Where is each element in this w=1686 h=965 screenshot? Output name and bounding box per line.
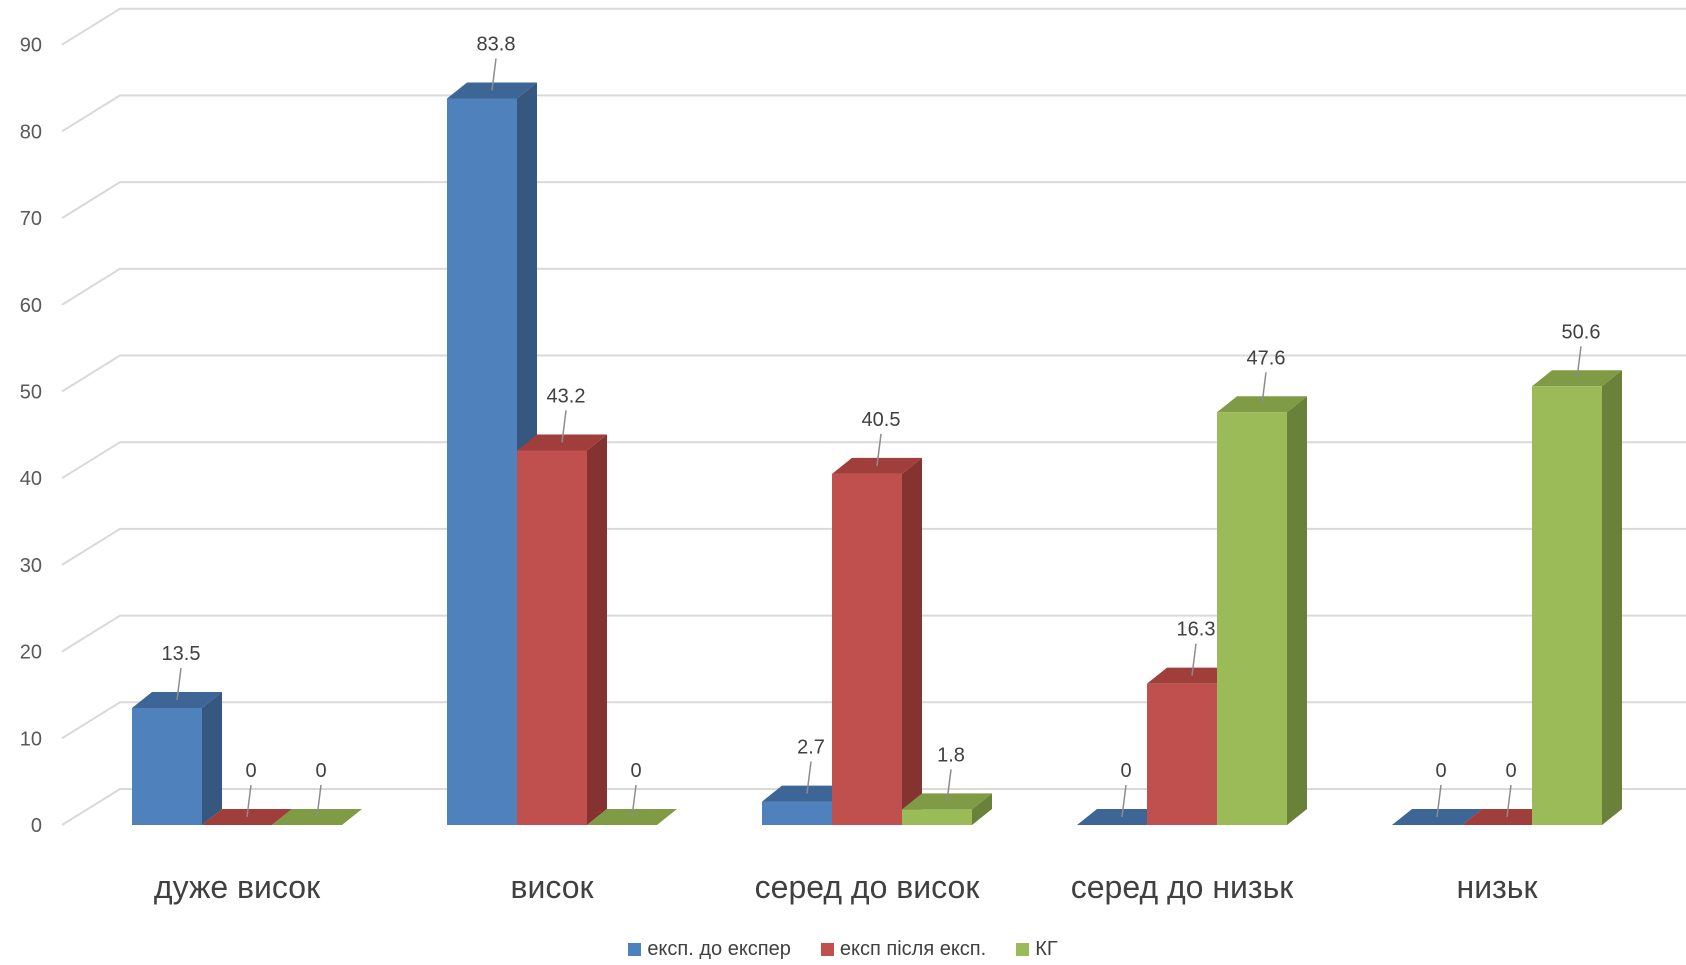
data-label: 2.7 (797, 737, 825, 759)
category-label: висок (510, 869, 594, 905)
bar-front (1217, 412, 1287, 825)
y-tick-label: 20 (20, 642, 42, 664)
data-label-leader (946, 769, 952, 802)
bar-side (902, 457, 922, 825)
data-label: 0 (1120, 760, 1131, 782)
data-label: 1.8 (937, 744, 965, 766)
category-label: серед до висок (755, 869, 981, 905)
y-tick-label: 50 (20, 382, 42, 404)
bar-side (972, 793, 992, 825)
gridline (61, 7, 1686, 46)
data-label-leader (1121, 784, 1127, 818)
data-label-leader (1436, 784, 1442, 818)
legend-swatch-series-3 (1016, 943, 1030, 956)
data-label: 40.5 (862, 409, 901, 431)
legend: експ. до експер експ після експ. КГ (0, 938, 1686, 961)
category-label: дуже висок (154, 869, 321, 905)
bar-front (902, 809, 972, 825)
data-label-leader (176, 667, 182, 701)
data-label: 50.6 (1562, 321, 1601, 343)
y-tick-label: 60 (20, 295, 42, 317)
bar-chart: 0 10 20 30 40 50 60 70 80 90 дуже висок висок серед… (20, 7, 1686, 905)
legend-swatch-series-1 (628, 943, 642, 956)
bar-front (447, 98, 517, 826)
category-label: низьк (1457, 869, 1539, 905)
y-tick-label: 0 (31, 815, 42, 837)
bar-side (1287, 396, 1307, 825)
legend-item-series-3: КГ (1016, 938, 1058, 961)
gridline (61, 94, 1686, 133)
legend-label-series-2: експ після експ. (839, 938, 987, 960)
data-label: 0 (630, 760, 641, 782)
bars (132, 82, 1622, 826)
data-label-leader (1506, 784, 1512, 818)
legend-label-series-1: експ. до експер (647, 938, 791, 960)
category-labels: дуже висок висок серед до висок серед до ни… (154, 869, 1539, 905)
bar-front (1147, 683, 1217, 825)
data-labels: 13.5 0 0 83.8 43.2 0 2.7 40.5 1.8 0 16.3 47.6 0 0 50.6 (162, 33, 1601, 818)
bar-side (1602, 370, 1622, 825)
bar-front (832, 473, 902, 825)
y-axis-ticks: 0 10 20 30 40 50 60 70 80 90 (20, 35, 42, 837)
bar-side (587, 434, 607, 825)
data-label-leader (1191, 643, 1197, 676)
y-tick-label: 40 (20, 468, 42, 490)
gridline (61, 181, 1686, 219)
gridline (61, 614, 1686, 653)
data-label-leader (316, 784, 322, 818)
category-label: серед до низьк (1071, 869, 1295, 905)
y-tick-label: 10 (20, 728, 42, 750)
bar-side (202, 691, 222, 825)
y-tick-label: 90 (20, 35, 42, 57)
gridline (61, 527, 1686, 566)
data-label: 0 (1435, 760, 1446, 782)
data-label-leader (561, 410, 567, 443)
data-label: 16.3 (1177, 619, 1216, 641)
data-label: 83.8 (477, 33, 516, 55)
legend-label-series-3: КГ (1035, 938, 1058, 960)
data-label-leader (491, 58, 497, 91)
bar-front (517, 450, 587, 825)
data-label: 0 (315, 760, 326, 782)
data-label-leader (1261, 372, 1267, 405)
data-label-leader (876, 433, 882, 466)
bar-front (762, 801, 832, 825)
y-tick-label: 30 (20, 555, 42, 577)
bar (132, 691, 222, 825)
gridline (61, 267, 1686, 306)
legend-item-series-1: експ. до експер (628, 938, 791, 961)
data-label: 13.5 (162, 643, 201, 665)
data-label-leader (1576, 346, 1582, 379)
bar (832, 457, 922, 825)
data-label: 43.2 (547, 385, 586, 407)
data-label-leader (246, 784, 252, 818)
gridline (61, 354, 1686, 393)
data-label-leader (806, 761, 812, 794)
gridline (61, 441, 1686, 480)
gridlines (61, 7, 1686, 826)
data-label-leader (631, 784, 637, 818)
y-tick-label: 70 (20, 208, 42, 230)
bar-front (132, 707, 202, 825)
bar-front (1532, 386, 1602, 825)
y-tick-label: 80 (20, 121, 42, 143)
data-label: 0 (1505, 760, 1516, 782)
data-label: 47.6 (1247, 347, 1286, 369)
legend-item-series-2: експ після експ. (820, 938, 987, 961)
legend-swatch-series-2 (820, 943, 834, 956)
bar (1532, 370, 1622, 825)
bar (517, 434, 607, 825)
data-label: 0 (245, 760, 256, 782)
bar (1217, 396, 1307, 825)
